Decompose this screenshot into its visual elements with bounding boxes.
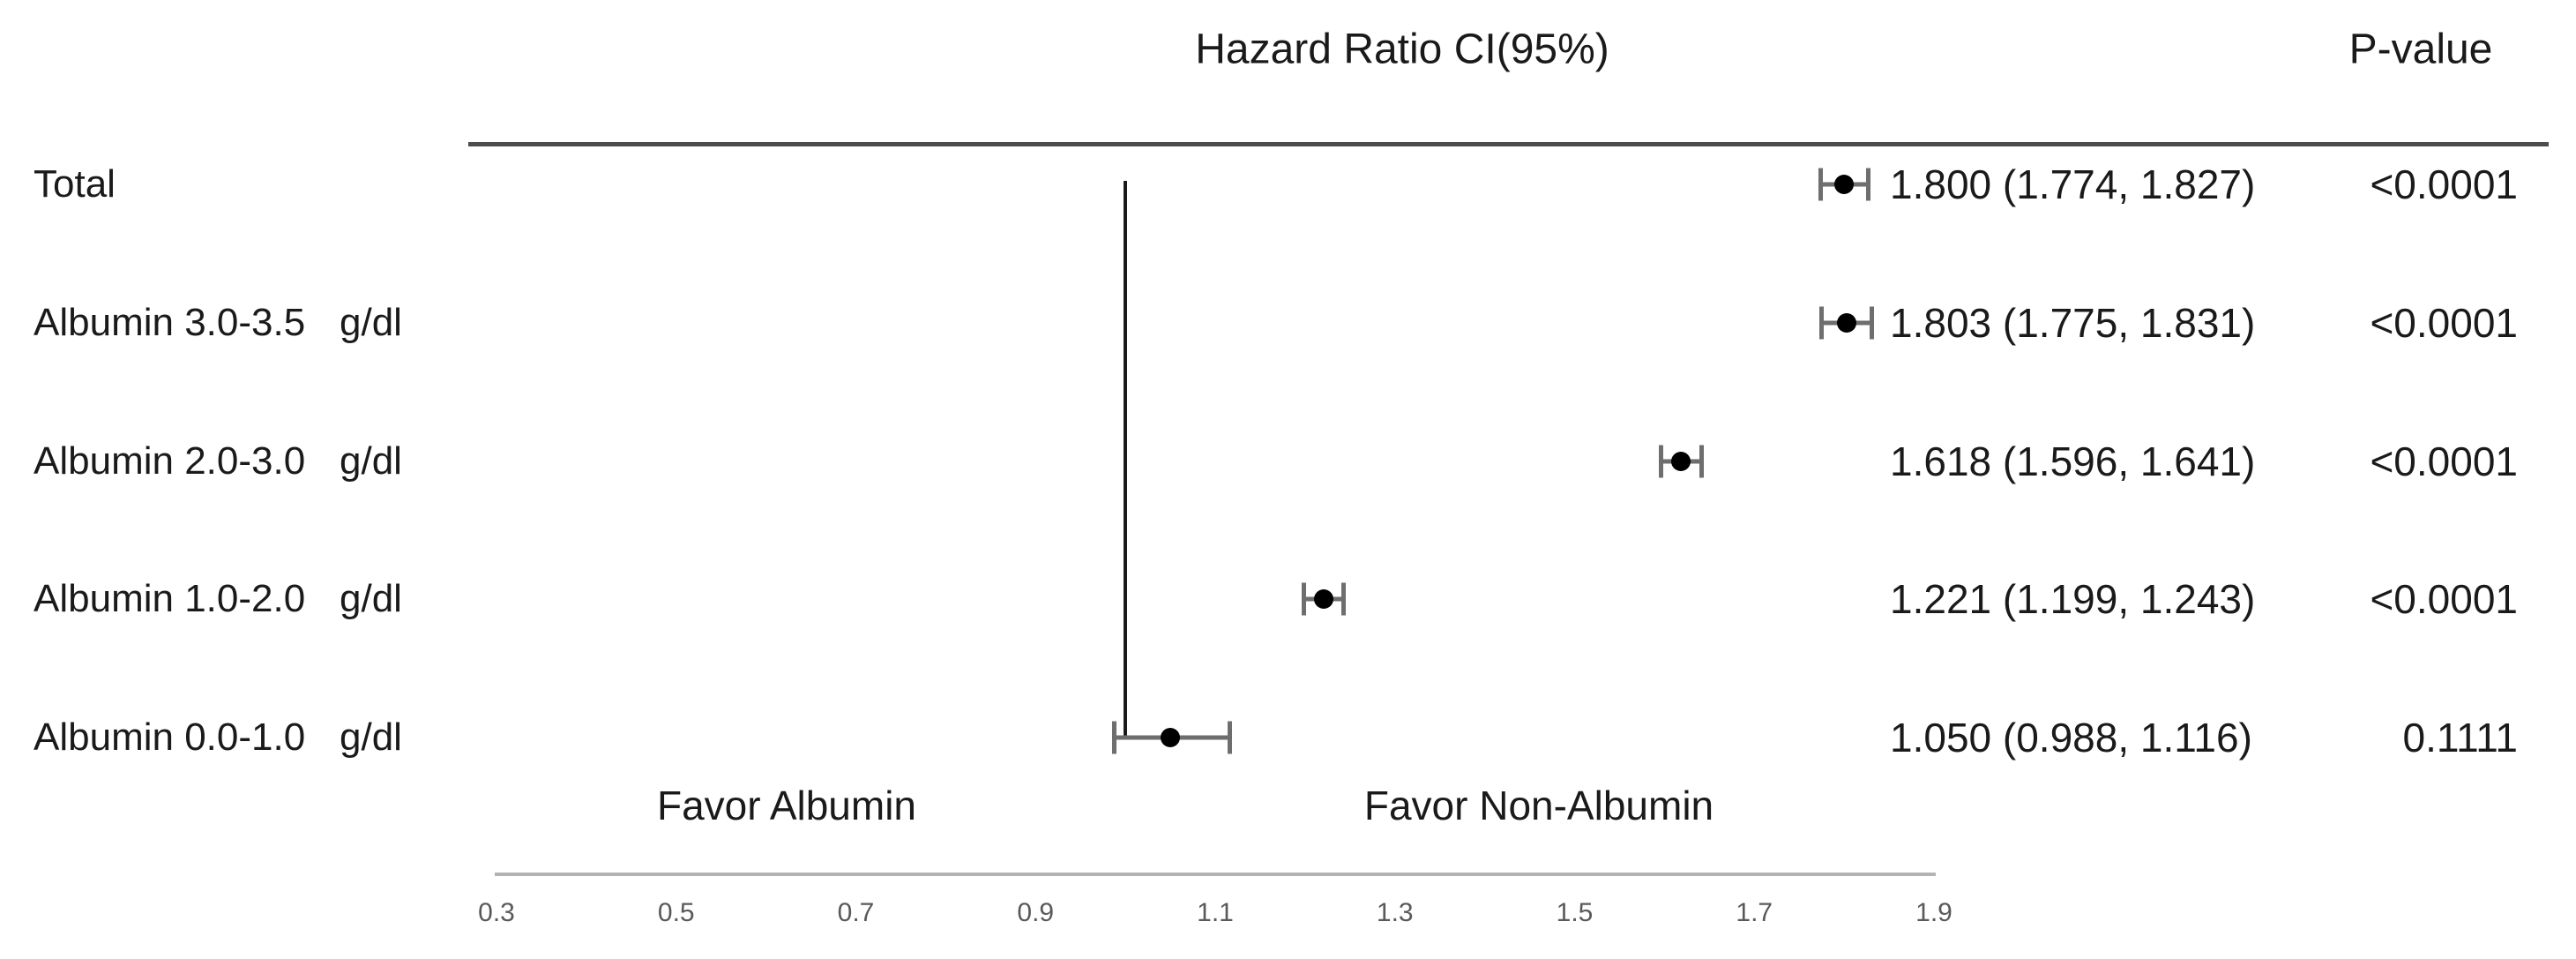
x-axis-tick-label: 0.5 [657,898,695,927]
estimate-value: 1.803 (1.775, 1.831) [1890,299,2256,346]
row-unit: g/dl [340,438,402,483]
ci-cap-right [1341,582,1347,616]
reference-line [1124,181,1127,739]
header-rule [468,142,2549,146]
favor-right-label: Favor Non-Albumin [1363,783,1714,828]
row-unit: g/dl [340,716,402,759]
hr-point-marker [1837,312,1857,333]
p-value: <0.0001 [2370,438,2518,484]
hr-point-marker [1161,728,1181,747]
x-axis-line [495,873,1936,876]
hr-point-marker [1670,451,1691,471]
ci-cap-right [1699,445,1704,477]
ci-cap-right [1227,721,1232,754]
ci-cap-left [1819,306,1825,340]
hr-point-marker [1834,175,1855,194]
x-axis-tick-label: 1.1 [1197,898,1234,927]
hr-point-marker [1314,589,1334,610]
estimate-value: 1.618 (1.596, 1.641) [1890,438,2256,484]
row-label: Albumin 0.0-1.0 [34,716,306,759]
estimate-value: 1.050 (0.988, 1.116) [1890,715,2252,760]
chart-title: Hazard Ratio CI(95%) [1195,26,1609,73]
x-axis-tick-label: 1.3 [1376,898,1414,927]
x-axis-tick-label: 0.3 [478,898,515,927]
p-value: <0.0001 [2370,161,2518,207]
row-label: Albumin 1.0-2.0 [34,577,306,621]
p-value: <0.0001 [2370,299,2518,346]
row-unit: g/dl [340,300,402,344]
ci-cap-left [1112,721,1117,754]
favor-left-label: Favor Albumin [656,783,917,828]
row-label: Albumin 3.0-3.5 [34,300,306,344]
ci-cap-left [1658,445,1663,477]
row-label: Albumin 2.0-3.0 [34,438,306,483]
row-unit: g/dl [340,577,402,621]
x-axis-tick-label: 1.5 [1556,898,1594,927]
pvalue-column-header: P-value [2348,26,2493,73]
x-axis-tick-label: 0.7 [837,898,875,927]
ci-cap-right [1870,306,1875,340]
ci-cap-left [1302,582,1307,616]
p-value: <0.0001 [2370,576,2518,623]
row-label: Total [34,162,116,206]
estimate-value: 1.800 (1.774, 1.827) [1890,161,2256,207]
p-value: 0.1111 [2402,715,2518,760]
estimate-value: 1.221 (1.199, 1.243) [1890,576,2256,623]
x-axis-tick-label: 0.9 [1017,898,1055,927]
ci-cap-left [1818,168,1824,201]
ci-cap-right [1866,168,1871,201]
x-axis-tick-label: 1.9 [1915,898,1953,927]
x-axis-tick-label: 1.7 [1736,898,1773,927]
